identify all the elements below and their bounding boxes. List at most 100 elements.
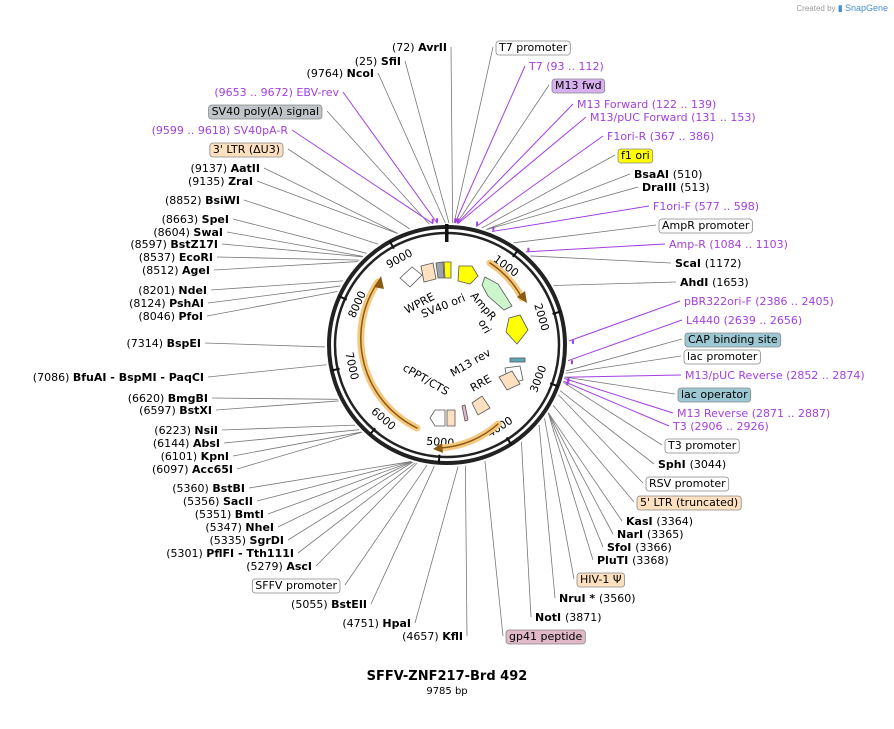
enzyme-site-label[interactable]: PluTI (3368) — [597, 554, 669, 567]
enzyme-site-label[interactable]: KasI (3364) — [626, 515, 693, 528]
primer-label[interactable]: T3 (2906 .. 2926) — [672, 420, 769, 433]
feature-label[interactable]: T3 promoter — [664, 438, 740, 454]
enzyme-site-label[interactable]: (6620) BmgBI — [128, 392, 208, 405]
ltr5-feature[interactable] — [498, 370, 521, 391]
feature-label[interactable]: HIV-1 Ψ — [576, 572, 625, 588]
primer-label[interactable]: M13/pUC Reverse (2852 .. 2874) — [685, 369, 865, 382]
enzyme-site-label[interactable]: (9764) NcoI — [307, 67, 374, 80]
primer-label[interactable]: F1ori-R (367 .. 386) — [607, 130, 714, 143]
primer-label[interactable]: (9599 .. 9618) SV40pA-R — [152, 124, 289, 137]
svg-text:5' LTR (truncated): 5' LTR (truncated) — [640, 496, 738, 509]
enzyme-site-label[interactable]: (4751) HpaI — [342, 617, 411, 630]
tick-label: 3000 — [527, 364, 549, 395]
enzyme-site-label[interactable]: NruI * (3560) — [559, 592, 636, 605]
enzyme-site-label[interactable]: (9137) AatII — [191, 162, 260, 175]
enzyme-site-label[interactable]: (7314) BspEI — [127, 337, 202, 350]
enzyme-site-label[interactable]: AhdI (1653) — [680, 276, 749, 289]
primer-label[interactable]: (9653 .. 9672) EBV-rev — [214, 86, 339, 99]
svg-text:gp41 peptide: gp41 peptide — [509, 630, 583, 643]
feature-label[interactable]: SV40 poly(A) signal — [208, 104, 323, 120]
primer-label[interactable]: M13/pUC Forward (131 .. 153) — [590, 111, 756, 124]
feature-label[interactable]: 5' LTR (truncated) — [636, 495, 742, 511]
enzyme-site-label[interactable]: (5347) NheI — [205, 521, 274, 534]
enzyme-site-label[interactable]: (6144) AbsI — [153, 437, 220, 450]
svg-text:SV40 poly(A) signal: SV40 poly(A) signal — [212, 105, 319, 118]
enzyme-site-label[interactable]: (8124) PshAI — [129, 297, 204, 310]
enzyme-site-label[interactable]: (8537) EcoRI — [139, 251, 213, 264]
feature-label[interactable]: lac operator — [677, 387, 752, 403]
annotation-labels: (72) AvrII(25) SfiI(9764) NcoI (9653 .. 9… — [33, 40, 865, 645]
svg-text:AmpR promoter: AmpR promoter — [662, 219, 750, 232]
feature-label[interactable]: SFFV promoter — [251, 578, 341, 594]
cppt-feature[interactable] — [446, 409, 456, 427]
enzyme-site-label[interactable]: (6097) Acc65I — [152, 463, 233, 476]
svg-text:3' LTR (ΔU3): 3' LTR (ΔU3) — [213, 143, 280, 156]
primer-label[interactable]: F1ori-F (577 .. 598) — [653, 200, 759, 213]
feature-label[interactable]: f1 ori — [617, 148, 654, 164]
ampr-feature[interactable] — [481, 276, 513, 311]
primer-label[interactable]: pBR322ori-F (2386 .. 2405) — [684, 295, 834, 308]
enzyme-site-label[interactable]: (6101) KpnI — [161, 450, 229, 463]
sv40-ori-feature[interactable] — [443, 261, 452, 279]
enzyme-site-label[interactable]: NotI (3871) — [535, 611, 602, 624]
enzyme-site-label[interactable]: (8604) SwaI — [153, 226, 223, 239]
enzyme-site-label[interactable]: (6597) BstXI — [139, 404, 212, 417]
wpre-feature[interactable] — [399, 266, 423, 288]
feature-label[interactable]: lac promoter — [683, 349, 761, 365]
primer-label[interactable]: T7 (93 .. 112) — [528, 60, 604, 73]
enzyme-site-label[interactable]: (5360) BstBI — [172, 482, 245, 495]
enzyme-site-label[interactable]: (5356) SacII — [183, 495, 253, 508]
f1-ori-feature[interactable] — [457, 265, 479, 285]
primer-label[interactable]: M13 Forward (122 .. 139) — [577, 98, 716, 111]
svg-text:T7 promoter: T7 promoter — [498, 41, 568, 54]
plasmid-name: SFFV-ZNF217-Brd 492 — [367, 669, 528, 684]
enzyme-site-label[interactable]: ScaI (1172) — [675, 257, 741, 270]
enzyme-site-label[interactable]: (8663) SpeI — [162, 213, 229, 226]
feature-label[interactable]: M13 fwd — [551, 78, 606, 94]
primer-label[interactable]: M13 Reverse (2871 .. 2887) — [677, 407, 830, 420]
origin-marker — [445, 224, 449, 242]
rre-feature[interactable] — [471, 395, 491, 416]
enzyme-site-label[interactable]: (25) SfiI — [355, 55, 401, 68]
gp41-feature[interactable] — [461, 404, 469, 422]
cap-binding-site[interactable] — [509, 357, 526, 363]
enzyme-site-label[interactable]: SphI (3044) — [658, 458, 726, 471]
feature-label[interactable]: CAP binding site — [684, 332, 782, 348]
ori-feature[interactable] — [505, 314, 529, 345]
enzyme-site-label[interactable]: (8597) BstZ17I — [130, 238, 218, 251]
enzyme-site-label[interactable]: (8512) AgeI — [142, 264, 210, 277]
feature-label[interactable]: AmpR promoter — [658, 218, 753, 234]
credit-brand: SnapGene — [844, 3, 888, 13]
feature-label[interactable]: RSV promoter — [645, 476, 730, 492]
enzyme-site-label[interactable]: (8201) NdeI — [138, 284, 207, 297]
enzyme-site-label[interactable]: DraIII (513) — [642, 181, 710, 194]
feature-label[interactable]: 3' LTR (ΔU3) — [209, 142, 284, 158]
leader-lines — [204, 46, 683, 637]
enzyme-site-label[interactable]: (8852) BsiWI — [165, 194, 240, 207]
snapgene-logo: ▮ — [837, 3, 843, 13]
primer-label[interactable]: Amp-R (1084 .. 1103) — [669, 238, 788, 251]
ltr-feature[interactable] — [420, 262, 437, 283]
enzyme-site-label[interactable]: (5279) AscI — [246, 560, 312, 573]
enzyme-site-label[interactable]: (5055) BstEII — [291, 598, 367, 611]
feature-label[interactable]: T7 promoter — [495, 40, 571, 56]
enzyme-site-label[interactable]: BsaAI (510) — [634, 168, 702, 181]
enzyme-site-label[interactable]: (7086) BfuAI - BspMI - PaqCI — [33, 371, 204, 384]
enzyme-site-label[interactable]: (5301) PflFI - Tth111I — [166, 547, 294, 560]
label-rre: RRE — [468, 372, 494, 394]
enzyme-site-label[interactable]: SfoI (3366) — [607, 541, 672, 554]
sffv-promoter-feature[interactable] — [429, 409, 446, 427]
svg-text:HIV-1 Ψ: HIV-1 Ψ — [580, 573, 622, 586]
enzyme-site-label[interactable]: (5351) BmtI — [195, 508, 264, 521]
primer-label[interactable]: L4440 (2639 .. 2656) — [686, 314, 802, 327]
enzyme-site-label[interactable]: (4657) KflI — [402, 630, 463, 643]
enzyme-site-label[interactable]: (5335) SgrDI — [209, 534, 284, 547]
sv40-polya-feature[interactable] — [435, 261, 445, 279]
enzyme-site-label[interactable]: NarI (3365) — [617, 528, 684, 541]
enzyme-site-label[interactable]: (9135) ZraI — [188, 175, 253, 188]
enzyme-site-label[interactable]: (72) AvrII — [392, 41, 447, 54]
feature-label[interactable]: gp41 peptide — [505, 629, 586, 645]
enzyme-site-label[interactable]: (8046) PfoI — [138, 310, 203, 323]
enzyme-site-label[interactable]: (6223) NsiI — [154, 424, 218, 437]
